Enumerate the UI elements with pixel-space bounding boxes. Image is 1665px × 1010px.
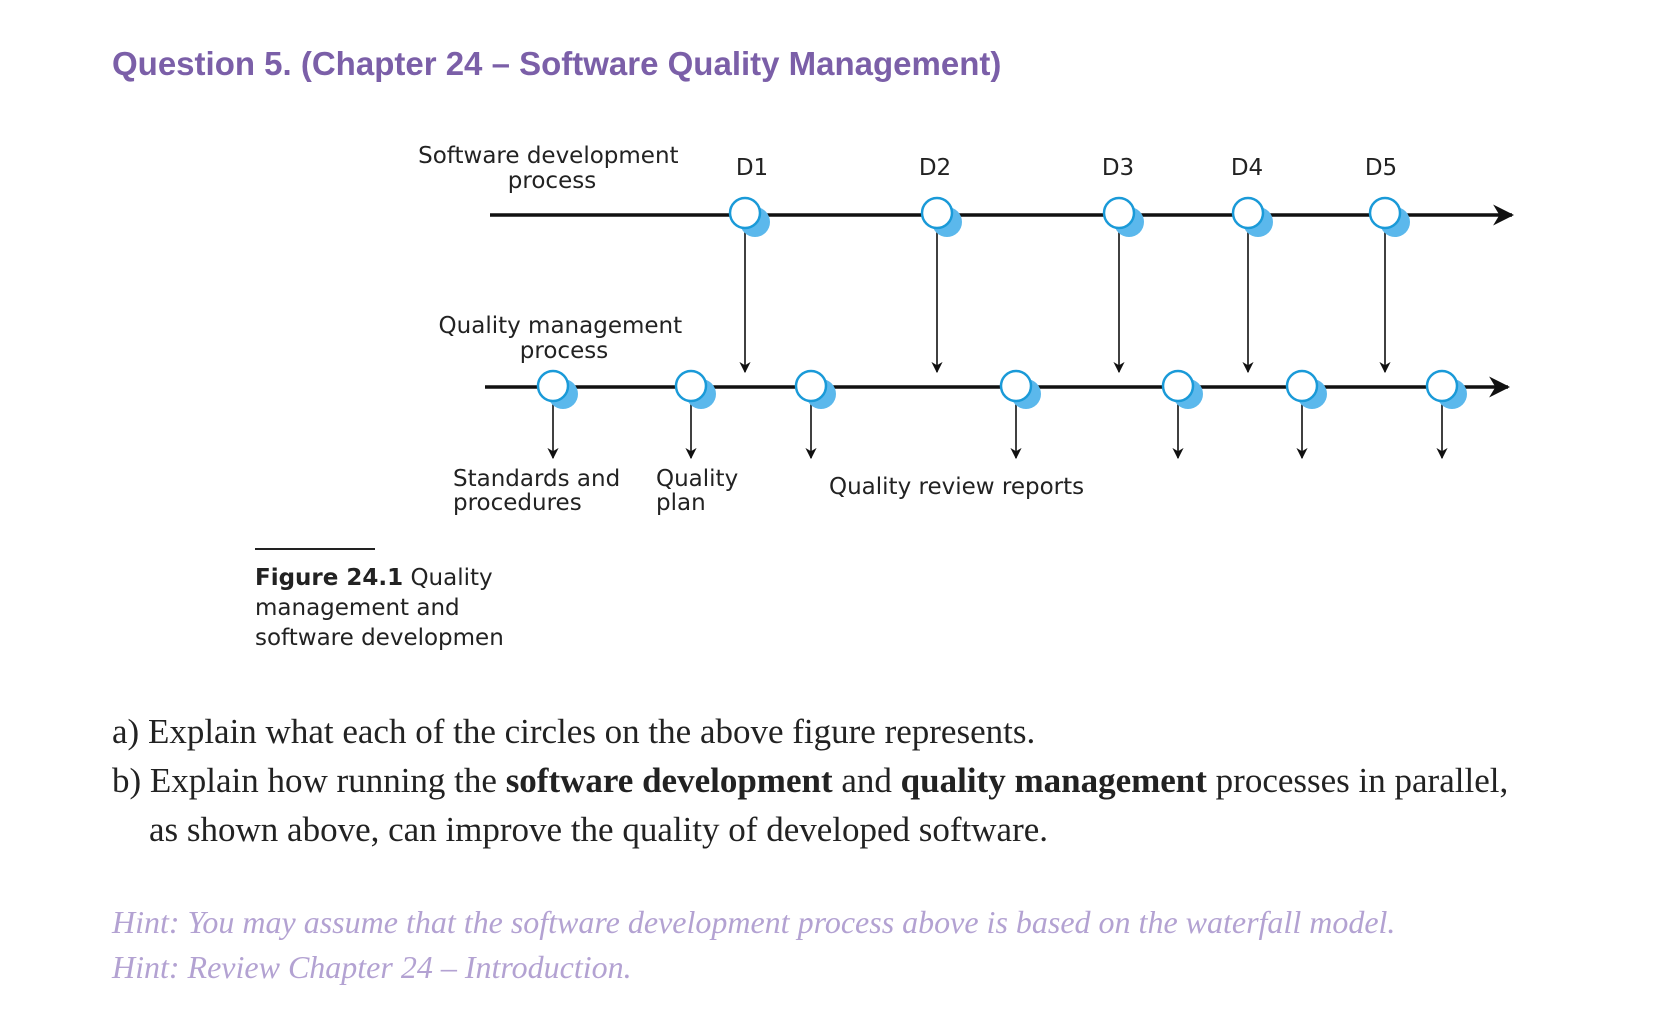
question-b-part2: and (832, 761, 901, 800)
quality-management-figure: Software development process Quality man… (255, 143, 1515, 653)
deliverable-label-d1: D1 (736, 155, 768, 181)
deliverable-label-d2: D2 (919, 155, 951, 181)
question-b: b) Explain how running the software deve… (112, 756, 1652, 805)
milestone-circle-dev-d1 (728, 196, 770, 237)
deliverable-label-d4: D4 (1231, 155, 1263, 181)
dev-process-label-line2: process (508, 168, 596, 194)
milestone-circle-qm-6 (1285, 369, 1327, 409)
milestone-circle-qm-7 (1425, 369, 1467, 409)
quality-plan-label-line2: plan (656, 490, 706, 516)
qm-process-label-line2: process (520, 338, 608, 364)
hint-waterfall: Hint: You may assume that the software d… (112, 904, 1396, 940)
deliverable-label-d5: D5 (1365, 155, 1397, 181)
hint-list: Hint: You may assume that the software d… (112, 900, 1652, 990)
milestone-circle-dev-d5 (1368, 196, 1410, 237)
hint-review-chapter: Hint: Review Chapter 24 – Introduction. (112, 949, 632, 985)
milestone-circle-qm-3 (794, 369, 836, 409)
deliverable-label-d3: D3 (1102, 155, 1134, 181)
standards-procedures-label: Standards and procedures (453, 466, 628, 516)
question-b-part1: b) Explain how running the (112, 761, 506, 800)
milestone-circle-qm-2 (674, 369, 716, 409)
caption-divider (255, 548, 375, 550)
quality-plan-label-line1: Quality (656, 466, 738, 492)
quality-plan-label: Quality plan (656, 466, 746, 516)
question-b-part3: processes in parallel, (1206, 761, 1509, 800)
figure-diagram: Software development process Quality man… (418, 143, 1515, 516)
milestone-circle-dev-d2 (920, 196, 962, 237)
milestone-circle-qm-4 (999, 369, 1041, 409)
quality-review-reports-label: Quality review reports (829, 474, 1084, 500)
question-b-continuation: as shown above, can improve the quality … (149, 810, 1049, 849)
milestone-circle-qm-1 (536, 369, 578, 409)
question-b-bold-dev: software development (505, 761, 833, 800)
figure-caption-text: Quality management and software developm… (255, 565, 504, 651)
milestone-circle-dev-d4 (1231, 196, 1273, 237)
qm-process-label-line1: Quality management (439, 313, 683, 339)
figure-caption-number: Figure 24.1 (255, 565, 404, 591)
milestone-circle-qm-5 (1161, 369, 1203, 409)
page-title: Question 5. (Chapter 24 – Software Quali… (112, 45, 1002, 82)
standards-label-line2: procedures (453, 490, 582, 516)
qm-process-label: Quality management process (439, 313, 690, 364)
figure-caption: Figure 24.1 Quality management and softw… (255, 563, 515, 653)
dev-process-label: Software development process (418, 143, 686, 194)
question-a: a) Explain what each of the circles on t… (112, 712, 1036, 751)
milestone-circle-dev-d3 (1102, 196, 1144, 237)
question-b-bold-qm: quality management (900, 761, 1207, 800)
question-list: a) Explain what each of the circles on t… (112, 707, 1652, 854)
dev-process-label-line1: Software development (418, 143, 678, 169)
standards-label-line1: Standards and (453, 466, 620, 492)
